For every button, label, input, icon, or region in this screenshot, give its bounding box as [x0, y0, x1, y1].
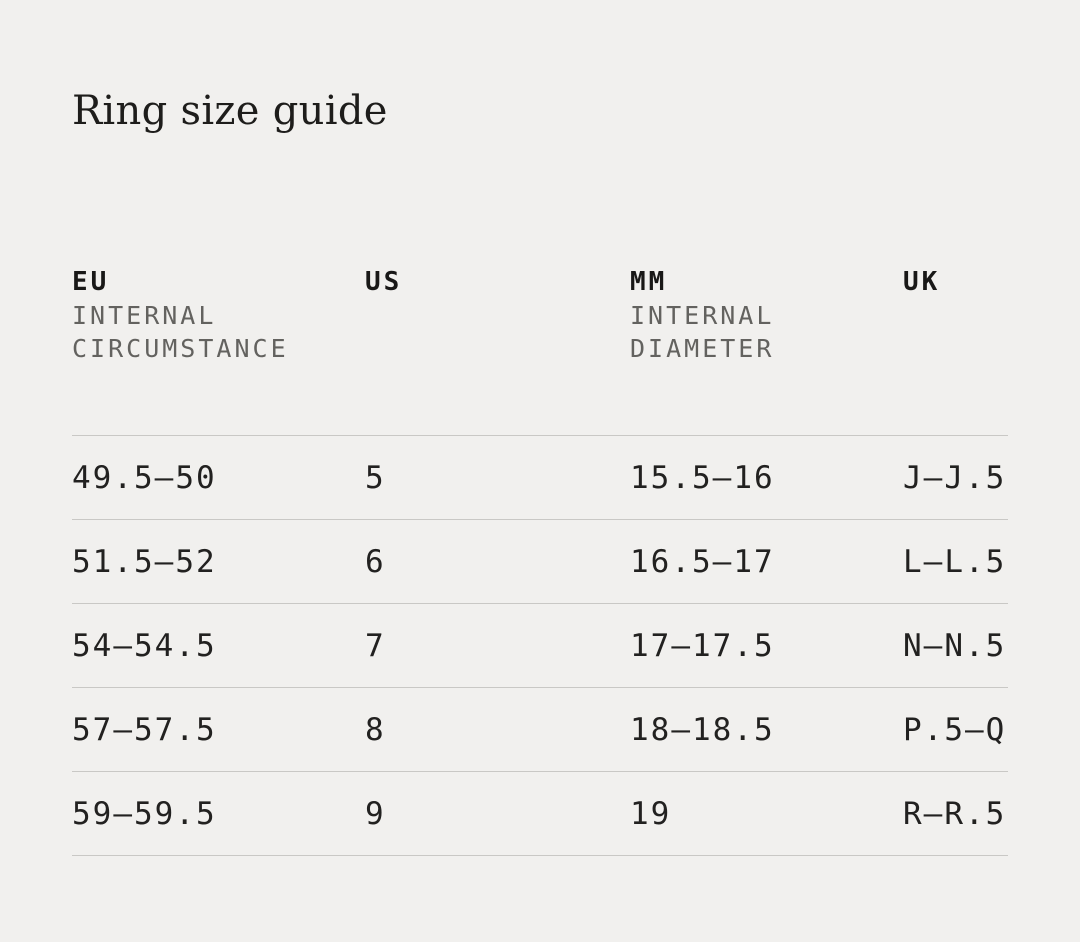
cell-eu: 59—59.5 [72, 795, 217, 832]
cell-us: 9 [365, 795, 386, 832]
cell-mm: 16.5—17 [630, 543, 775, 580]
page-title: Ring size guide [72, 87, 388, 134]
cell-mm: 17—17.5 [630, 627, 775, 664]
column-header-eu: EU INTERNAL CIRCUMSTANCE [72, 266, 365, 365]
cell-us: 6 [365, 543, 386, 580]
cell-eu: 57—57.5 [72, 711, 217, 748]
column-label-uk: UK [903, 267, 941, 297]
column-sublabel-eu-line1: INTERNAL [72, 301, 217, 330]
cell-us: 7 [365, 627, 386, 664]
table-row: 54—54.5 7 17—17.5 N—N.5 [72, 603, 1008, 687]
cell-uk: L—L.5 [903, 543, 1007, 580]
table-row: 57—57.5 8 18—18.5 P.5—Q [72, 687, 1008, 771]
cell-uk: J—J.5 [903, 459, 1007, 496]
column-label-eu: EU [72, 267, 110, 297]
cell-us: 8 [365, 711, 386, 748]
column-header-us: US [365, 266, 630, 365]
column-sublabel-mm-line1: INTERNAL [630, 301, 775, 330]
cell-uk: R—R.5 [903, 795, 1007, 832]
table-header-row: EU INTERNAL CIRCUMSTANCE US MM INTERNAL … [72, 266, 1008, 365]
column-sublabel-eu-line2: CIRCUMSTANCE [72, 334, 289, 363]
cell-eu: 54—54.5 [72, 627, 217, 664]
cell-us: 5 [365, 459, 386, 496]
column-label-us: US [365, 267, 403, 297]
column-label-mm: MM [630, 267, 668, 297]
column-sublabel-mm-line2: DIAMETER [630, 334, 775, 363]
column-header-mm: MM INTERNAL DIAMETER [630, 266, 903, 365]
table-row: 59—59.5 9 19 R—R.5 [72, 771, 1008, 855]
cell-mm: 15.5—16 [630, 459, 775, 496]
cell-uk: N—N.5 [903, 627, 1007, 664]
cell-eu: 51.5—52 [72, 543, 217, 580]
cell-uk: P.5—Q [903, 711, 1007, 748]
table-row: 51.5—52 6 16.5—17 L—L.5 [72, 519, 1008, 603]
size-table-body: 49.5—50 5 15.5—16 J—J.5 51.5—52 6 16.5—1… [72, 435, 1008, 856]
cell-mm: 18—18.5 [630, 711, 775, 748]
cell-eu: 49.5—50 [72, 459, 217, 496]
column-header-uk: UK [903, 266, 1008, 365]
cell-mm: 19 [630, 795, 672, 832]
table-row: 49.5—50 5 15.5—16 J—J.5 [72, 435, 1008, 519]
